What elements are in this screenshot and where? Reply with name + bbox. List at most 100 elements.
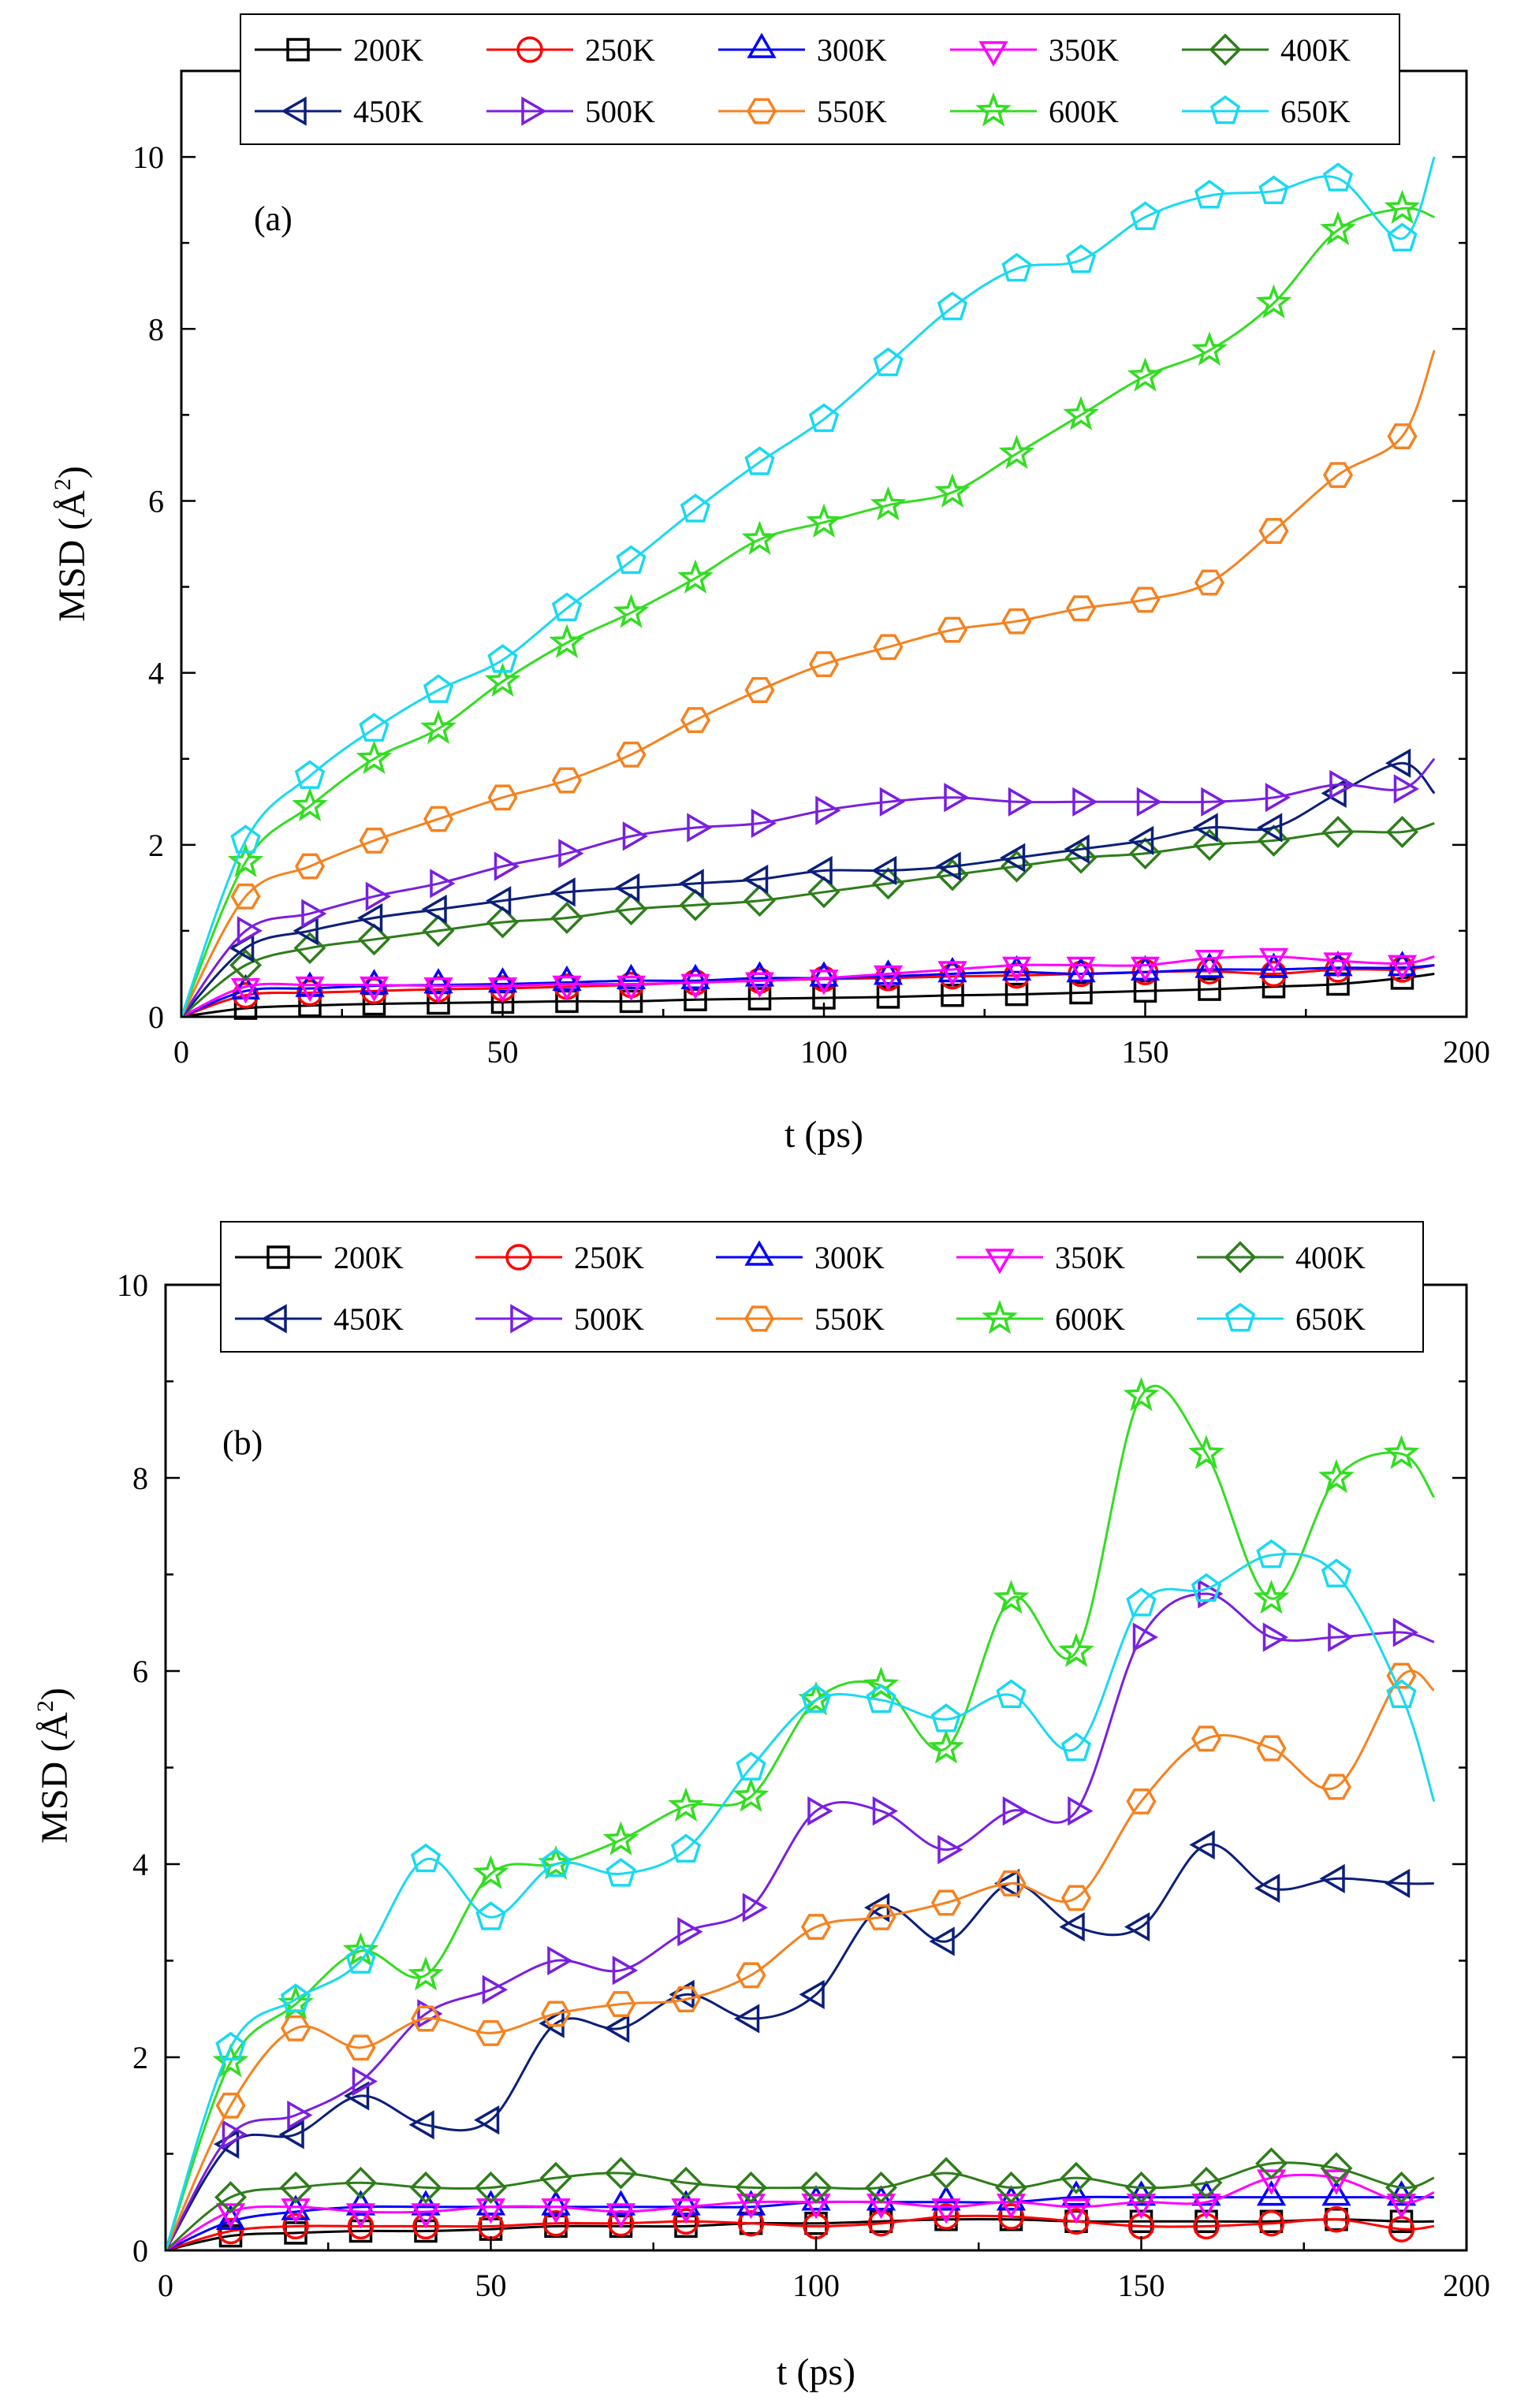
a-point-450K-180-shape bbox=[1321, 778, 1347, 809]
a-point-300K-30-shape bbox=[359, 969, 389, 995]
a-point-350K-100 bbox=[809, 970, 839, 996]
b-point-650K-150-shape bbox=[1126, 1587, 1157, 1617]
a-point-600K-100 bbox=[806, 503, 842, 538]
a-point-600K-10-shape bbox=[227, 843, 264, 878]
b-series-line-650K bbox=[164, 1552, 1436, 2251]
a-y-tick-label: 6 bbox=[148, 483, 164, 519]
a-point-650K-70-shape bbox=[616, 545, 647, 575]
panel-b-y-axis-label-sup: 2 bbox=[32, 1700, 58, 1712]
b-point-550K-140 bbox=[1060, 1885, 1092, 1911]
a-point-500K-160-shape bbox=[1201, 787, 1227, 817]
a-point-550K-170-shape bbox=[1258, 518, 1289, 545]
a-point-300K-50 bbox=[487, 967, 518, 993]
b-point-250K-140-shape bbox=[1063, 2208, 1090, 2235]
a-point-600K-110 bbox=[870, 486, 907, 521]
panel-b-series-layer bbox=[164, 1376, 1436, 2252]
a-point-400K-180 bbox=[1321, 816, 1355, 848]
a-point-450K-110-shape bbox=[871, 855, 897, 886]
b-point-350K-20-shape bbox=[281, 2198, 311, 2224]
a-legend-marker-600K bbox=[975, 92, 1012, 127]
a-legend-label-300K: 300K bbox=[817, 32, 887, 68]
b-point-400K-80 bbox=[669, 2166, 703, 2199]
b-point-450K-170 bbox=[1254, 1873, 1280, 1904]
b-point-450K-180-shape bbox=[1319, 1863, 1345, 1894]
b-point-550K-110-shape bbox=[866, 1904, 896, 1930]
b-point-450K-20-shape bbox=[278, 2120, 304, 2149]
b-point-600K-150-shape bbox=[1123, 1376, 1160, 1412]
a-point-450K-50 bbox=[486, 886, 512, 916]
b-point-500K-180 bbox=[1328, 1622, 1354, 1652]
a-point-600K-170 bbox=[1255, 284, 1292, 318]
a-point-600K-170-shape bbox=[1255, 284, 1292, 318]
a-point-450K-130 bbox=[1000, 843, 1026, 873]
b-point-650K-140-shape bbox=[1060, 1732, 1092, 1762]
a-point-600K-120 bbox=[934, 473, 971, 508]
a-point-500K-190-shape bbox=[1393, 774, 1419, 804]
b-series-line-600K bbox=[164, 1384, 1436, 2251]
b-y-tick-label: 8 bbox=[132, 1461, 148, 1496]
a-point-650K-50 bbox=[487, 644, 518, 673]
a-point-550K-30 bbox=[359, 827, 389, 854]
a-legend-marker-450K bbox=[281, 96, 307, 126]
b-legend-marker-250K bbox=[505, 1244, 532, 1271]
a-point-500K-190 bbox=[1393, 774, 1419, 804]
a-point-600K-120-shape bbox=[934, 473, 971, 508]
a-point-350K-160 bbox=[1194, 950, 1224, 976]
b-point-300K-140 bbox=[1061, 2180, 1091, 2206]
a-point-600K-140-shape bbox=[1063, 396, 1099, 430]
a-point-400K-110 bbox=[872, 867, 904, 900]
b-point-600K-150 bbox=[1123, 1376, 1160, 1412]
a-point-350K-60-shape bbox=[552, 975, 582, 1001]
a-point-500K-140 bbox=[1072, 787, 1098, 817]
a-point-450K-40 bbox=[421, 894, 447, 925]
a-point-400K-20 bbox=[293, 932, 326, 965]
a-legend-marker-650K-shape bbox=[1209, 95, 1241, 125]
a-point-400K-60-shape bbox=[550, 902, 583, 934]
a-point-550K-180-shape bbox=[1322, 462, 1354, 489]
a-point-650K-30 bbox=[359, 713, 389, 742]
b-point-650K-70 bbox=[606, 1858, 636, 1887]
b-point-350K-140-shape bbox=[1061, 2198, 1091, 2224]
a-point-550K-140 bbox=[1065, 595, 1097, 622]
b-point-550K-40 bbox=[410, 2005, 442, 2032]
b-point-350K-70-shape bbox=[606, 2203, 636, 2229]
b-point-650K-30-shape bbox=[345, 1945, 376, 1974]
a-point-500K-60-shape bbox=[558, 839, 584, 869]
a-point-450K-150-shape bbox=[1128, 825, 1154, 856]
a-point-450K-190-shape bbox=[1385, 748, 1411, 778]
a-point-650K-170 bbox=[1258, 175, 1289, 205]
a-point-600K-40-shape bbox=[420, 709, 457, 744]
b-point-600K-70 bbox=[602, 1821, 639, 1855]
a-point-550K-140-shape bbox=[1065, 595, 1097, 622]
a-point-550K-100-shape bbox=[808, 651, 840, 678]
b-point-450K-120-shape bbox=[929, 1926, 955, 1956]
panel-b-legend: 200K 250K 300K 350K 400K 450K 500K 550K 600K 650K bbox=[220, 1221, 1424, 1353]
b-point-500K-100-shape bbox=[807, 1796, 833, 1826]
b-legend-marker-250K-shape bbox=[505, 1244, 532, 1271]
b-point-250K-130 bbox=[997, 2203, 1025, 2230]
b-point-650K-170-shape bbox=[1256, 1539, 1287, 1569]
a-point-400K-170 bbox=[1258, 824, 1290, 857]
b-point-350K-130 bbox=[996, 2194, 1027, 2220]
a-point-500K-80-shape bbox=[687, 813, 713, 843]
a-legend-marker-350K-shape bbox=[978, 41, 1008, 67]
b-point-550K-50-shape bbox=[475, 2019, 506, 2046]
b-point-250K-120-shape bbox=[933, 2203, 960, 2230]
a-point-200K-60 bbox=[555, 989, 579, 1014]
b-point-550K-80 bbox=[670, 1986, 702, 2012]
b-point-350K-120 bbox=[931, 2198, 961, 2224]
a-point-650K-190-shape bbox=[1387, 222, 1418, 252]
b-point-500K-30-shape bbox=[352, 2066, 378, 2097]
b-point-650K-60-shape bbox=[540, 1848, 572, 1878]
a-point-450K-150 bbox=[1128, 825, 1154, 856]
a-point-550K-120-shape bbox=[937, 616, 968, 643]
b-legend-marker-300K bbox=[744, 1240, 774, 1266]
a-point-500K-30 bbox=[365, 881, 391, 911]
b-point-650K-110-shape bbox=[866, 1684, 896, 1714]
a-point-550K-90-shape bbox=[744, 677, 775, 703]
a-point-450K-90-shape bbox=[743, 864, 769, 895]
a-point-650K-170-shape bbox=[1258, 175, 1289, 205]
b-series-line-450K bbox=[164, 1843, 1434, 2251]
a-point-350K-80 bbox=[680, 973, 710, 999]
